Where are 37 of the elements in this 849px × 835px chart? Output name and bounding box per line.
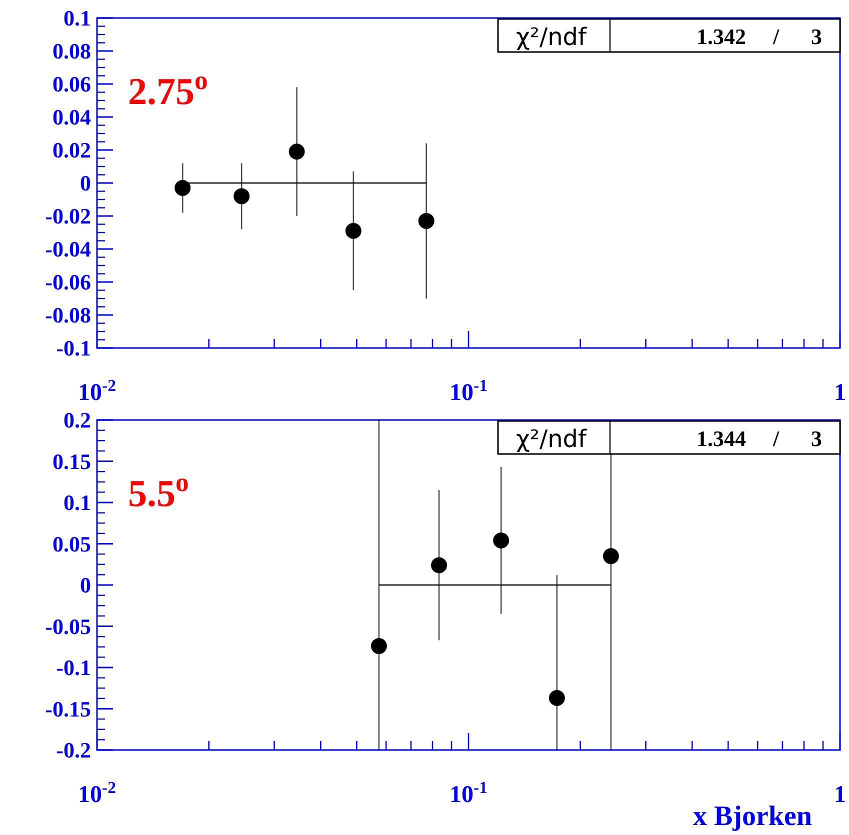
- y-tick-label: -0.05: [45, 614, 91, 639]
- y-tick-label: 0: [80, 170, 91, 196]
- y-tick-label: -0.1: [56, 336, 91, 361]
- x-tick-label: 10$^{-1}$: [450, 778, 488, 808]
- x-axis-title: x Bjorken: [693, 801, 812, 832]
- x-tick-label: 10$^{-2}$: [78, 376, 116, 406]
- annotation: χ²/ndf: [516, 23, 588, 51]
- y-tick-label: -0.06: [45, 270, 91, 295]
- y-tick-label: -0.1: [56, 655, 91, 680]
- y-tick-label: -0.15: [45, 696, 91, 722]
- y-tick-label: 0.1: [64, 490, 91, 516]
- y-tick-label: 0.02: [52, 138, 91, 163]
- annotation: 1.344: [696, 426, 746, 451]
- y-tick-label: 0.08: [52, 38, 91, 64]
- annotation: 3: [811, 426, 822, 451]
- y-tick-label: -0.02: [45, 204, 91, 229]
- x-tick-label: 10$^{-1}$: [450, 376, 488, 406]
- y-tick-label: 0: [80, 572, 91, 598]
- y-tick-label: 0.2: [64, 408, 91, 433]
- annotation: χ²/ndf: [516, 425, 588, 453]
- annotation: /: [772, 24, 780, 49]
- annotation: 5.5$^{o}$: [128, 467, 189, 515]
- x-tick-label: 1: [834, 782, 846, 808]
- x-tick-label: 1: [834, 380, 846, 406]
- y-tick-label: -0.08: [45, 302, 91, 328]
- y-tick-label: 0.05: [52, 531, 91, 556]
- y-tick-label: 0.1: [64, 6, 91, 31]
- y-tick-label: 0.04: [52, 104, 91, 130]
- y-tick-label: -0.04: [45, 236, 91, 262]
- y-tick-label: -0.2: [56, 738, 91, 763]
- annotation: 2.75$^{o}$: [128, 65, 208, 113]
- annotation: /: [772, 426, 780, 451]
- y-tick-label: 0.06: [52, 72, 91, 97]
- annotation: 1.342: [696, 24, 746, 49]
- x-tick-label: 10$^{-2}$: [78, 778, 116, 808]
- y-tick-label: 0.15: [52, 448, 91, 474]
- annotation: 3: [811, 24, 822, 49]
